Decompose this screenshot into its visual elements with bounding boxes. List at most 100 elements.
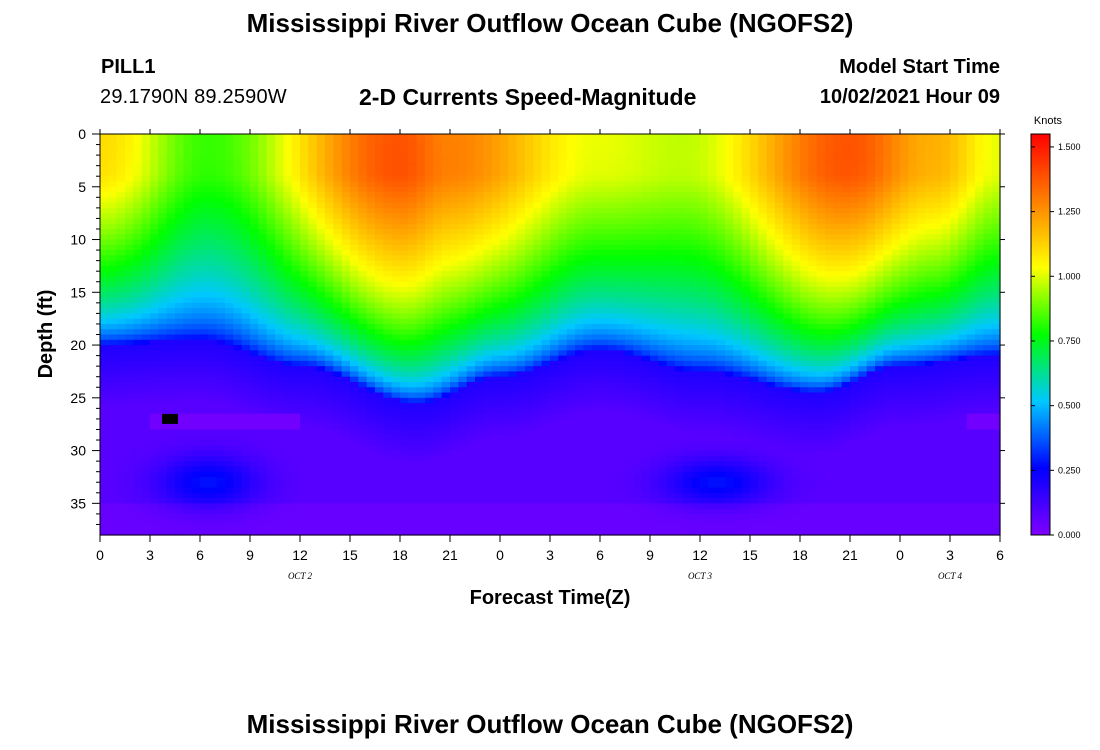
heatmap-cell (491, 376, 501, 383)
heatmap-cell (600, 529, 609, 536)
heatmap-cell (583, 413, 593, 420)
heatmap-cell (350, 371, 359, 378)
heatmap-cell (275, 339, 284, 346)
heatmap-cell (416, 503, 426, 510)
heatmap-cell (466, 213, 476, 220)
heatmap-cell (466, 170, 476, 177)
heatmap-cell (366, 445, 376, 452)
heatmap-cell (608, 260, 618, 267)
heatmap-cell (325, 207, 334, 214)
heatmap-cell (566, 387, 576, 394)
heatmap-cell (425, 239, 434, 246)
heatmap-cell (550, 350, 559, 357)
heatmap-cell (533, 139, 543, 146)
heatmap-cell (191, 139, 201, 146)
heatmap-cell (641, 265, 651, 272)
heatmap-cell (450, 376, 459, 383)
heatmap-cell (575, 202, 584, 209)
heatmap-cell (591, 234, 601, 241)
heatmap-cell (433, 308, 443, 314)
heatmap-cell (591, 487, 601, 494)
heatmap-cell (158, 323, 168, 330)
heatmap-cell (625, 498, 634, 504)
heatmap-cell (166, 313, 176, 320)
heatmap-cell (208, 498, 218, 504)
heatmap-cell (575, 360, 584, 367)
heatmap-cell (200, 345, 209, 351)
heatmap-cell (641, 250, 651, 256)
heatmap-cell (441, 466, 451, 473)
heatmap-cell (116, 170, 126, 177)
heatmap-cell (358, 149, 368, 156)
heatmap-cell (100, 255, 109, 262)
heatmap-cell (633, 513, 643, 520)
heatmap-cell (358, 250, 368, 256)
heatmap-cell (200, 387, 209, 394)
chart-subtitle: 2-D Currents Speed-Magnitude (359, 84, 697, 110)
heatmap-cell (466, 513, 476, 520)
heatmap-cell (425, 234, 434, 241)
heatmap-cell (300, 302, 309, 309)
heatmap-cell (158, 255, 168, 262)
heatmap-cell (275, 287, 284, 293)
heatmap-cell (200, 519, 209, 526)
heatmap-cell (408, 429, 418, 436)
heatmap-cell (441, 287, 451, 293)
heatmap-cell (575, 234, 584, 241)
heatmap-cell (333, 260, 343, 267)
heatmap-cell (416, 170, 426, 177)
heatmap-cell (133, 450, 143, 457)
heatmap-cell (300, 466, 309, 473)
heatmap-cell (391, 197, 401, 204)
heatmap-cell (475, 308, 484, 314)
heatmap-cell (116, 287, 126, 293)
heatmap-cell (383, 376, 393, 383)
heatmap-cell (100, 461, 109, 468)
heatmap-cell (150, 160, 159, 167)
heatmap-cell (116, 160, 126, 167)
heatmap-cell (558, 376, 568, 383)
heatmap-cell (241, 440, 251, 446)
heatmap-cell (533, 471, 543, 478)
heatmap-cell (641, 139, 651, 146)
heatmap-cell (558, 440, 568, 446)
heatmap-cell (533, 265, 543, 272)
heatmap-cell (266, 134, 276, 140)
heatmap-cell (100, 366, 109, 373)
heatmap-cell (575, 366, 584, 373)
heatmap-cell (150, 455, 159, 462)
heatmap-cell (566, 482, 576, 489)
heatmap-cell (425, 139, 434, 146)
heatmap-cell (408, 355, 418, 362)
heatmap-cell (316, 287, 326, 293)
heatmap-cell (408, 292, 418, 299)
heatmap-cell (308, 476, 318, 483)
heatmap-cell (533, 271, 543, 278)
heatmap-cell (608, 376, 618, 383)
heatmap-cell (258, 434, 268, 441)
heatmap-cell (458, 397, 468, 404)
heatmap-cell (625, 440, 634, 446)
heatmap-cell (308, 350, 318, 357)
heatmap-cell (566, 170, 576, 177)
heatmap-cell (441, 144, 451, 151)
heatmap-cell (466, 350, 476, 357)
heatmap-cell (325, 461, 334, 468)
heatmap-cell (458, 313, 468, 320)
heatmap-cell (416, 218, 426, 225)
heatmap-cell (358, 466, 368, 473)
heatmap-cell (550, 397, 559, 404)
heatmap-cell (433, 255, 443, 262)
heatmap-cell (283, 276, 293, 283)
heatmap-cell (450, 155, 459, 161)
heatmap-cell (141, 297, 151, 304)
heatmap-cell (491, 387, 501, 394)
heatmap-cell (525, 376, 534, 383)
heatmap-cell (508, 186, 518, 193)
heatmap-cell (141, 318, 151, 325)
heatmap-cell (316, 318, 326, 325)
heatmap-cell (166, 218, 176, 225)
heatmap-cell (491, 381, 501, 388)
heatmap-cell (425, 313, 434, 320)
heatmap-cell (283, 155, 293, 161)
